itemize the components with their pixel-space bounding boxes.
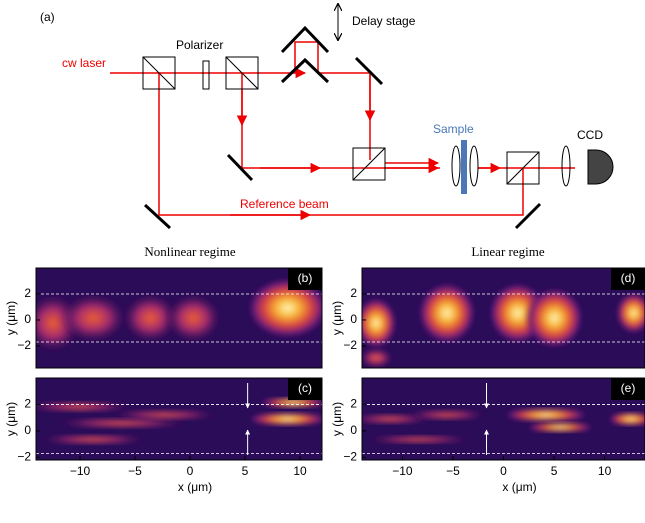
heatmap — [356, 268, 645, 368]
ccd-label: CCD — [577, 128, 603, 142]
setup-diagram: (a) — [40, 4, 613, 228]
x-tick-label: −5 — [446, 464, 460, 478]
y-axis-label: y (μm) — [330, 301, 344, 335]
y-axis-label: y (μm) — [4, 402, 18, 436]
figure: (a) — [0, 0, 645, 518]
panel-label: (c) — [298, 381, 312, 395]
delay-stage-label: Delay stage — [352, 14, 416, 28]
intensity-blob — [359, 348, 393, 368]
y-tick-label: 0 — [24, 423, 31, 437]
y-tick-label: −2 — [343, 450, 357, 464]
intensity-blob — [526, 422, 594, 432]
x-tick-label: −5 — [128, 464, 142, 478]
column-title: Nonlinear regime — [144, 244, 236, 259]
column-title: Linear regime — [471, 244, 544, 259]
reference-label: Reference beam — [240, 197, 329, 211]
x-tick-label: 0 — [187, 464, 194, 478]
intensity-blob — [526, 288, 583, 348]
y-tick-label: −2 — [17, 450, 31, 464]
figure-label: (a) — [40, 10, 55, 24]
panel-label: (e) — [621, 381, 636, 395]
intensity-blob — [59, 293, 128, 343]
x-tick-label: −10 — [392, 464, 413, 478]
intensity-blob — [504, 408, 589, 421]
x-tick-label: 0 — [500, 464, 507, 478]
intensity-blob — [404, 410, 489, 420]
x-tick-label: −10 — [70, 464, 91, 478]
heatmap — [22, 378, 328, 460]
x-tick-label: 10 — [598, 464, 612, 478]
intensity-blob — [419, 283, 476, 343]
y-tick-label: −2 — [343, 338, 357, 352]
intensity-blob — [362, 435, 475, 443]
heatmap — [25, 268, 328, 368]
ccd — [588, 150, 613, 184]
intensity-blob — [165, 293, 222, 343]
y-tick-label: 0 — [350, 312, 357, 326]
intensity-blob — [108, 410, 222, 420]
laser-label: cw laser — [62, 56, 106, 70]
sample-label: Sample — [433, 122, 474, 136]
y-tick-label: 2 — [350, 397, 357, 411]
y-axis-label: y (μm) — [330, 402, 344, 436]
x-tick-label: 5 — [242, 464, 249, 478]
intensity-blob — [36, 435, 150, 445]
y-axis-label: y (μm) — [4, 301, 18, 335]
x-axis-label: x (μm) — [502, 480, 536, 494]
intensity-blob — [248, 412, 328, 425]
intensity-blob — [22, 402, 136, 412]
heatmap — [348, 378, 645, 460]
y-tick-label: 2 — [24, 397, 31, 411]
y-tick-label: −2 — [17, 338, 31, 352]
sample — [461, 140, 467, 194]
y-tick-label: 2 — [350, 286, 357, 300]
polarizer-label: Polarizer — [176, 38, 223, 52]
y-tick-label: 0 — [24, 312, 31, 326]
panel-label: (b) — [298, 271, 313, 285]
x-tick-label: 5 — [551, 464, 558, 478]
page: (a) — [0, 0, 645, 523]
x-axis-label: x (μm) — [178, 480, 212, 494]
beam-path — [110, 42, 575, 215]
y-tick-label: 2 — [24, 286, 31, 300]
y-tick-label: 0 — [350, 423, 357, 437]
panel-label: (d) — [621, 271, 636, 285]
x-tick-label: 10 — [293, 464, 307, 478]
